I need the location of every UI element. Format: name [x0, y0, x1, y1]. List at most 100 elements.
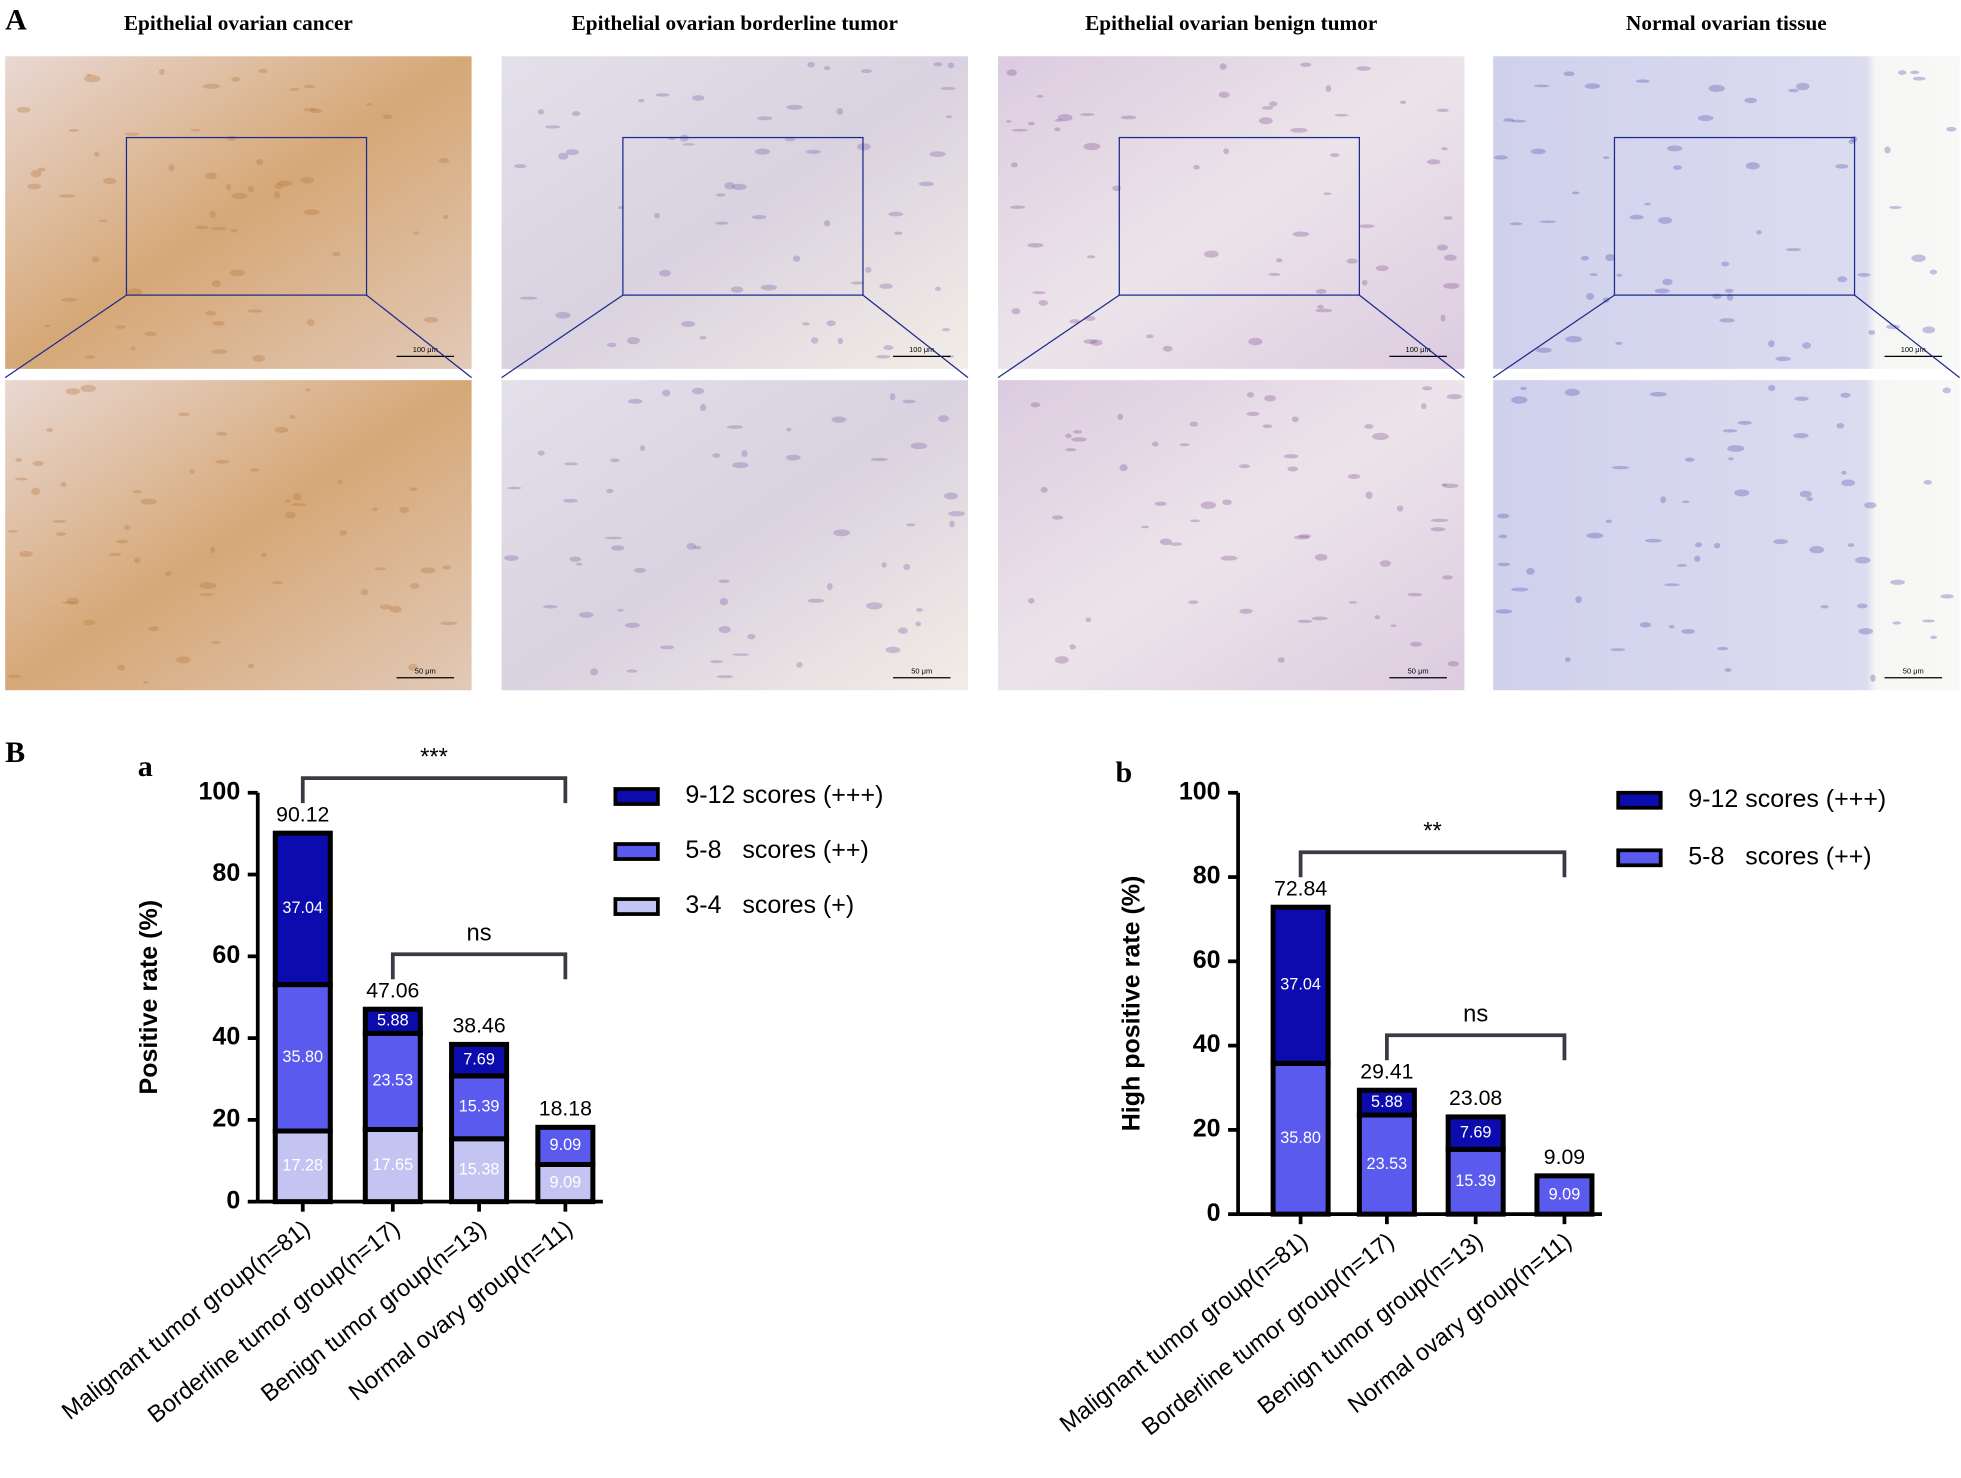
cell [231, 192, 248, 199]
cell [1038, 299, 1049, 306]
cell [757, 116, 773, 121]
cell [807, 61, 815, 68]
cell [691, 387, 705, 395]
cell [654, 212, 661, 219]
cell [610, 458, 620, 463]
value-label: 7.69 [463, 1050, 495, 1068]
cell [1773, 539, 1788, 545]
cell [1146, 334, 1154, 339]
cell [784, 137, 796, 142]
value-label: 15.38 [459, 1161, 500, 1179]
cell [558, 152, 569, 160]
cell [1347, 473, 1361, 479]
value-label: 5.88 [1371, 1093, 1403, 1111]
cell [1293, 535, 1310, 540]
cell [1364, 424, 1374, 429]
cell [1298, 534, 1312, 538]
cell [860, 69, 872, 74]
cell [1889, 205, 1902, 209]
cell [374, 567, 387, 571]
cell [1848, 139, 1855, 145]
cell [1441, 147, 1448, 151]
cell [1220, 555, 1238, 561]
micrograph [998, 380, 1465, 691]
cell [519, 296, 538, 300]
cell [1520, 386, 1527, 391]
cell [410, 582, 420, 590]
bar-segment [535, 1124, 596, 1167]
micrograph [5, 380, 472, 691]
cell [1028, 597, 1035, 604]
cell [1858, 628, 1874, 635]
cell [662, 389, 671, 397]
cell [910, 442, 928, 450]
column-title: Normal ovarian tissue [1626, 11, 1827, 35]
cell [442, 565, 452, 570]
cell [229, 269, 245, 277]
cell [132, 490, 142, 494]
cell [1399, 100, 1407, 104]
cell [443, 214, 449, 220]
cell [124, 132, 140, 136]
cell [699, 336, 707, 340]
cell [1222, 499, 1232, 506]
cell [258, 68, 268, 74]
cell [712, 453, 721, 458]
y-tick-label: 20 [212, 1104, 240, 1132]
cell [116, 539, 129, 544]
cell [1649, 391, 1667, 397]
cell [1323, 192, 1332, 196]
cell [1744, 97, 1758, 104]
cell [639, 445, 646, 452]
cell [1605, 253, 1615, 262]
bar-segment [362, 1006, 423, 1036]
cell [1330, 153, 1340, 158]
cell [210, 546, 216, 554]
cell [1836, 423, 1845, 429]
cell [1530, 148, 1546, 155]
cell [1897, 70, 1907, 76]
cell [361, 589, 369, 596]
cell [1315, 308, 1333, 313]
micrograph [501, 380, 968, 691]
cell [1565, 335, 1583, 343]
cell [205, 310, 217, 316]
cell [718, 579, 730, 583]
micrographs: Epithelial ovarian cancer 100 μm 50 μm Epit… [4, 11, 1960, 691]
cell [1291, 416, 1299, 423]
legend-label: 5-8 scores (++) [1688, 842, 1871, 870]
cell [1238, 464, 1250, 469]
micrograph [1493, 380, 1960, 691]
cell [638, 98, 645, 103]
cell [190, 128, 201, 132]
cell [1799, 490, 1812, 498]
cell [754, 148, 771, 155]
cell [1162, 345, 1173, 352]
cell [1154, 501, 1167, 506]
zoom-line [366, 294, 472, 379]
cell [195, 225, 209, 230]
cell [1277, 657, 1285, 663]
cell [889, 393, 896, 401]
cell [332, 251, 341, 257]
cell [1586, 532, 1604, 539]
cell [247, 309, 263, 313]
cell [1262, 105, 1274, 110]
total-label: 47.06 [366, 978, 419, 1002]
cell [885, 646, 901, 654]
cell [1629, 214, 1644, 220]
cell [108, 552, 122, 557]
cell [1734, 489, 1750, 497]
cell [555, 312, 571, 319]
cell [198, 592, 214, 596]
cell [247, 185, 255, 193]
cell [1930, 635, 1937, 640]
cell [165, 571, 172, 577]
cell [1922, 619, 1935, 623]
cell [1190, 519, 1200, 523]
cell [826, 583, 833, 590]
total-label: 38.46 [452, 1014, 505, 1038]
cell [409, 487, 418, 492]
cell [1681, 629, 1696, 634]
cell [1857, 273, 1871, 277]
